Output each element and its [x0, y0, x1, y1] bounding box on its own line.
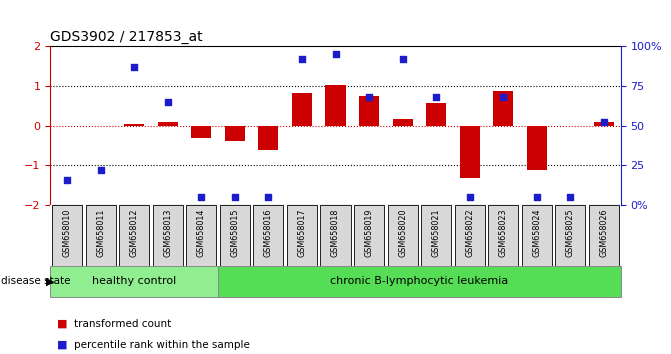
FancyBboxPatch shape	[421, 205, 452, 266]
Point	[229, 195, 240, 200]
Text: ■: ■	[57, 319, 68, 329]
Point	[95, 167, 106, 173]
Text: transformed count: transformed count	[74, 319, 171, 329]
Point	[162, 99, 173, 105]
Text: healthy control: healthy control	[92, 276, 176, 286]
Bar	[359, 96, 379, 126]
FancyBboxPatch shape	[589, 205, 619, 266]
Text: chronic B-lymphocytic leukemia: chronic B-lymphocytic leukemia	[330, 276, 509, 286]
FancyBboxPatch shape	[119, 205, 150, 266]
Text: ■: ■	[57, 340, 68, 350]
Point	[297, 56, 307, 62]
Text: disease state: disease state	[1, 276, 70, 286]
Text: GSM658022: GSM658022	[465, 208, 474, 257]
Point	[464, 195, 475, 200]
Text: GSM658021: GSM658021	[431, 208, 441, 257]
Text: GSM658017: GSM658017	[297, 208, 307, 257]
Bar	[124, 124, 144, 126]
Bar	[258, 126, 278, 149]
FancyBboxPatch shape	[488, 205, 519, 266]
Bar	[493, 91, 513, 126]
Bar	[225, 126, 245, 141]
FancyBboxPatch shape	[321, 205, 350, 266]
Point	[565, 195, 576, 200]
Text: ▶: ▶	[46, 276, 54, 286]
Bar	[527, 126, 547, 170]
Bar	[191, 126, 211, 138]
Point	[599, 120, 609, 125]
Bar	[292, 93, 312, 126]
Point	[196, 195, 207, 200]
FancyBboxPatch shape	[556, 205, 586, 266]
Point	[129, 64, 140, 69]
Text: GSM658025: GSM658025	[566, 208, 575, 257]
Point	[364, 94, 374, 100]
Bar	[460, 126, 480, 178]
Text: GSM658010: GSM658010	[62, 208, 72, 257]
Bar	[158, 122, 178, 126]
Point	[62, 177, 72, 183]
FancyBboxPatch shape	[220, 205, 250, 266]
Text: GSM658026: GSM658026	[599, 208, 609, 257]
Point	[498, 94, 509, 100]
Text: percentile rank within the sample: percentile rank within the sample	[74, 340, 250, 350]
Text: GSM658016: GSM658016	[264, 208, 273, 257]
Text: GSM658024: GSM658024	[532, 208, 541, 257]
Text: GSM658020: GSM658020	[398, 208, 407, 257]
FancyBboxPatch shape	[52, 205, 82, 266]
Text: GSM658013: GSM658013	[163, 208, 172, 257]
Point	[330, 51, 341, 57]
FancyBboxPatch shape	[287, 205, 317, 266]
Bar	[393, 119, 413, 126]
Text: GSM658023: GSM658023	[499, 208, 508, 257]
Point	[431, 94, 442, 100]
Bar	[426, 103, 446, 126]
Text: GSM658011: GSM658011	[96, 208, 105, 257]
Point	[397, 56, 408, 62]
FancyBboxPatch shape	[354, 205, 384, 266]
Point	[531, 195, 542, 200]
FancyBboxPatch shape	[86, 205, 116, 266]
Text: GSM658019: GSM658019	[364, 208, 374, 257]
Bar	[325, 85, 346, 126]
FancyBboxPatch shape	[50, 266, 218, 297]
Text: GSM658018: GSM658018	[331, 208, 340, 257]
Text: GSM658014: GSM658014	[197, 208, 206, 257]
Text: GSM658012: GSM658012	[130, 208, 139, 257]
FancyBboxPatch shape	[254, 205, 284, 266]
FancyBboxPatch shape	[218, 266, 621, 297]
FancyBboxPatch shape	[388, 205, 418, 266]
Point	[263, 195, 274, 200]
FancyBboxPatch shape	[153, 205, 183, 266]
Bar	[594, 122, 614, 126]
FancyBboxPatch shape	[522, 205, 552, 266]
Text: GDS3902 / 217853_at: GDS3902 / 217853_at	[50, 30, 203, 44]
Text: GSM658015: GSM658015	[230, 208, 240, 257]
FancyBboxPatch shape	[455, 205, 485, 266]
FancyBboxPatch shape	[186, 205, 216, 266]
